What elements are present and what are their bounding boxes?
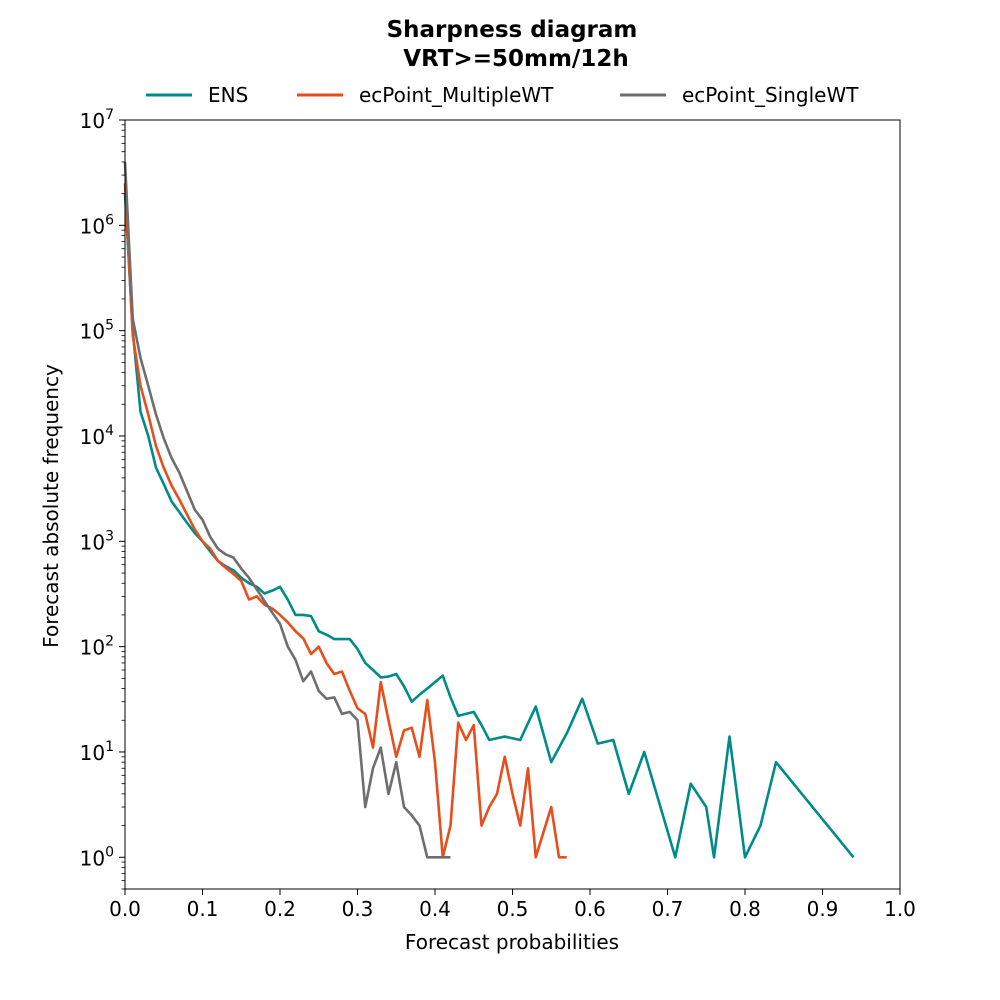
x-tick-label: 0.8 — [729, 897, 761, 921]
y-tick-base: 10 — [80, 636, 105, 660]
chart-title: Sharpness diagram — [387, 17, 638, 43]
x-axis: 0.0 0.1 0.2 0.3 0.4 0.5 0.6 0.7 0.8 0.9 1.0 — [109, 889, 916, 921]
y-tick-exponent: 4 — [105, 423, 114, 439]
y-axis-label: Forecast absolute frequency — [39, 364, 63, 648]
y-tick-base: 10 — [80, 846, 105, 870]
series-layer — [123, 161, 855, 859]
x-tick-label: 0.7 — [652, 897, 684, 921]
y-tick-label: 104 — [80, 423, 114, 449]
legend-label: ENS — [208, 83, 248, 107]
y-tick-label: 100 — [80, 844, 114, 870]
legend-label: ecPoint_MultipleWT — [359, 83, 554, 107]
y-tick-label: 102 — [80, 634, 114, 660]
series-line-ens — [123, 193, 855, 859]
y-tick-label: 105 — [80, 318, 114, 344]
y-tick-exponent: 0 — [105, 844, 114, 860]
x-tick-label: 0.6 — [574, 897, 606, 921]
y-tick-exponent: 2 — [105, 634, 114, 650]
y-tick-base: 10 — [80, 741, 105, 765]
y-tick-base: 10 — [80, 530, 105, 554]
x-tick-label: 0.0 — [109, 897, 141, 921]
y-tick-exponent: 6 — [105, 212, 114, 228]
y-tick-label: 103 — [80, 528, 114, 554]
x-tick-label: 0.1 — [187, 897, 219, 921]
chart-subtitle: VRT>=50mm/12h — [403, 46, 628, 72]
y-tick-base: 10 — [80, 214, 105, 238]
y-tick-exponent: 1 — [105, 739, 114, 755]
x-axis-label: Forecast probabilities — [405, 930, 619, 954]
y-tick-base: 10 — [80, 320, 105, 344]
legend-label: ecPoint_SingleWT — [682, 83, 859, 107]
x-tick-label: 0.4 — [419, 897, 451, 921]
series-line-ecpoint-singlewt — [123, 161, 451, 859]
x-tick-label: 0.5 — [497, 897, 529, 921]
y-tick-exponent: 7 — [105, 107, 114, 123]
series-line-ecpoint-multiplewt — [123, 183, 567, 859]
y-tick-exponent: 5 — [105, 318, 114, 334]
y-tick-label: 101 — [80, 739, 114, 765]
x-tick-label: 0.2 — [264, 897, 296, 921]
y-tick-base: 10 — [80, 425, 105, 449]
x-tick-label: 0.3 — [342, 897, 374, 921]
y-tick-label: 107 — [80, 107, 114, 133]
y-tick-label: 106 — [80, 212, 114, 238]
legend: ENS ecPoint_MultipleWT ecPoint_SingleWT — [146, 83, 859, 107]
y-tick-base: 10 — [80, 109, 105, 133]
y-tick-exponent: 3 — [105, 528, 114, 544]
x-tick-label: 1.0 — [884, 897, 916, 921]
x-tick-label: 0.9 — [807, 897, 839, 921]
